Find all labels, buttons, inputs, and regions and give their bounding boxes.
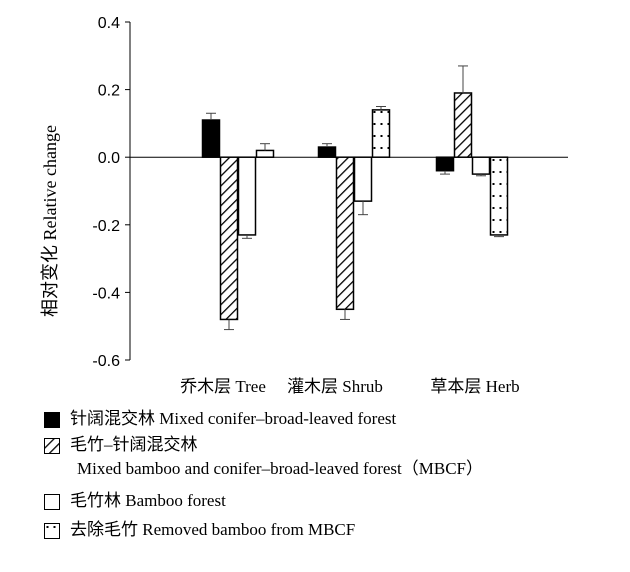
bar xyxy=(489,156,509,236)
bar xyxy=(237,156,257,236)
y-tick-label: 0.4 xyxy=(98,15,120,32)
category-label: 灌木层 Shrub xyxy=(287,377,383,396)
legend-label-mbcf-en: Mixed bamboo and conifer–broad-leaved fo… xyxy=(77,459,484,478)
legend-swatch-dots xyxy=(44,523,60,539)
legend-swatch-white xyxy=(44,494,60,510)
y-tick-label: 0.0 xyxy=(98,150,120,167)
y-axis-label: 相对变化 Relative change xyxy=(40,125,60,317)
bar xyxy=(435,156,455,172)
category-label: 草本层 Herb xyxy=(430,377,519,396)
legend-swatch-hatch xyxy=(44,438,60,454)
y-tick-label: -0.4 xyxy=(92,285,120,302)
legend-swatch-solid xyxy=(44,412,60,428)
legend-label-bamboo-forest: 毛竹林 Bamboo forest xyxy=(70,491,226,510)
labels-group: 0.4 0.2 0.0 -0.2 -0.4 -0.6 相对变化 Relative chang… xyxy=(40,15,520,396)
legend-label-mixed-forest: 针阔混交林 Mixed conifer–broad-leaved forest xyxy=(70,409,397,428)
bar xyxy=(371,109,391,158)
bar xyxy=(335,156,355,311)
chart-area: 0.4 0.2 0.0 -0.2 -0.4 -0.6 相对变化 Relative chang… xyxy=(40,15,568,396)
bar xyxy=(201,119,221,158)
bars-group xyxy=(201,65,509,331)
category-label: 乔木层 Tree xyxy=(180,377,266,396)
bar xyxy=(471,156,491,175)
legend-item-removed-bamboo: 去除毛竹 Removed bamboo from MBCF xyxy=(44,519,624,541)
bar xyxy=(353,156,373,202)
legend: 针阔混交林 Mixed conifer–broad-leaved forest … xyxy=(44,408,624,539)
legend-item-mbcf: 毛竹–针阔混交林 Mixed bamboo and conifer–broad-… xyxy=(44,434,624,480)
y-tick-label: -0.6 xyxy=(92,353,120,370)
y-tick-label: 0.2 xyxy=(98,83,120,100)
bar xyxy=(219,156,239,321)
bar xyxy=(255,149,275,158)
legend-label-mbcf-zh: 毛竹–针阔混交林 xyxy=(70,435,198,454)
legend-item-bamboo-forest: 毛竹林 Bamboo forest xyxy=(44,490,624,512)
legend-item-mixed-forest: 针阔混交林 Mixed conifer–broad-leaved forest xyxy=(44,408,624,430)
bar xyxy=(453,92,473,158)
legend-label-removed-bamboo: 去除毛竹 Removed bamboo from MBCF xyxy=(70,520,356,539)
bar xyxy=(317,146,337,158)
y-tick-label: -0.2 xyxy=(92,218,120,235)
